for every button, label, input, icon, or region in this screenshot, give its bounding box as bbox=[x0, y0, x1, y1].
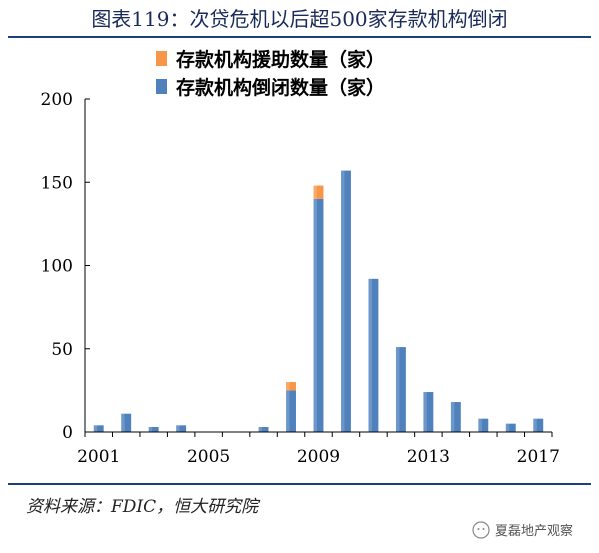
chart-area: 存款机构援助数量（家） 存款机构倒闭数量（家） 0 50 100 150 200 2001 2… bbox=[41, 48, 560, 467]
bar-2008-s0 bbox=[286, 390, 296, 432]
bar-2014-s0 bbox=[450, 402, 461, 432]
bar-2017-s0 bbox=[533, 418, 544, 432]
bar-2002-s0 bbox=[121, 413, 132, 432]
bar-2001-s0 bbox=[93, 425, 104, 432]
bar-highlight-2003-s0 bbox=[148, 427, 153, 432]
bars bbox=[93, 170, 544, 432]
bar-highlight-2009-s1 bbox=[313, 185, 318, 199]
bar-highlight-2009-s0 bbox=[313, 198, 318, 432]
bar-highlight-2008-s1 bbox=[286, 382, 290, 391]
y-tick-label-150: 150 bbox=[41, 173, 73, 193]
y-tick-label-50: 50 bbox=[51, 340, 73, 360]
chart-title: 图表119：次贷危机以后超500家存款机构倒闭 bbox=[91, 6, 508, 31]
x-tick-label-2017: 2017 bbox=[517, 447, 560, 467]
x-tick-label-2001: 2001 bbox=[77, 447, 120, 467]
bar-highlight-2013-s0 bbox=[423, 392, 427, 432]
legend: 存款机构援助数量（家） 存款机构倒闭数量（家） bbox=[156, 48, 385, 99]
bar-2008-s1 bbox=[286, 382, 296, 391]
y-tick-label-0: 0 bbox=[62, 423, 73, 443]
legend-label-0: 存款机构援助数量（家） bbox=[176, 48, 385, 71]
source-rule bbox=[8, 483, 591, 485]
bar-highlight-2012-s0 bbox=[395, 347, 400, 432]
legend-label-1: 存款机构倒闭数量（家） bbox=[176, 76, 385, 99]
bar-highlight-2008-s0 bbox=[286, 390, 290, 432]
bar-2010-s0 bbox=[341, 170, 351, 432]
x-tick-label-2013: 2013 bbox=[407, 447, 450, 467]
x-tick-label-2009: 2009 bbox=[297, 447, 340, 467]
bar-highlight-2002-s0 bbox=[121, 413, 125, 432]
bar-2015-s0 bbox=[478, 418, 489, 432]
bar-2003-s0 bbox=[148, 427, 159, 432]
y-tick-label-100: 100 bbox=[41, 257, 73, 277]
bar-highlight-2016-s0 bbox=[505, 423, 510, 432]
bar-2016-s0 bbox=[505, 423, 516, 432]
wechat-icon bbox=[472, 520, 490, 539]
bar-2011-s0 bbox=[368, 278, 379, 432]
bar-highlight-2015-s0 bbox=[478, 418, 482, 432]
watermark-text: 夏磊地产观察 bbox=[495, 524, 574, 539]
bar-2009-s0 bbox=[313, 198, 324, 432]
bar-2009-s1 bbox=[313, 185, 324, 199]
legend-swatch-1 bbox=[156, 79, 167, 94]
x-tick-label-2005: 2005 bbox=[187, 447, 230, 467]
watermark: 夏磊地产观察 bbox=[472, 520, 573, 539]
source-note: 资料来源：FDIC，恒大研究院 bbox=[26, 497, 259, 517]
legend-swatch-0 bbox=[156, 51, 167, 66]
bar-highlight-2001-s0 bbox=[93, 425, 98, 432]
bar-2007-s0 bbox=[258, 427, 269, 432]
bar-highlight-2017-s0 bbox=[533, 418, 537, 432]
bar-2013-s0 bbox=[423, 392, 434, 432]
bar-highlight-2004-s0 bbox=[176, 425, 180, 432]
bar-highlight-2010-s0 bbox=[341, 170, 345, 432]
bar-2012-s0 bbox=[395, 347, 406, 432]
bar-2004-s0 bbox=[176, 425, 187, 432]
y-tick-label-200: 200 bbox=[41, 90, 73, 110]
title-rule-top bbox=[8, 36, 591, 38]
bar-highlight-2014-s0 bbox=[450, 402, 455, 432]
axes: 0 50 100 150 200 2001 2005 2009 2013 2017 bbox=[41, 90, 560, 467]
bar-highlight-2007-s0 bbox=[258, 427, 263, 432]
bar-highlight-2011-s0 bbox=[368, 278, 372, 432]
